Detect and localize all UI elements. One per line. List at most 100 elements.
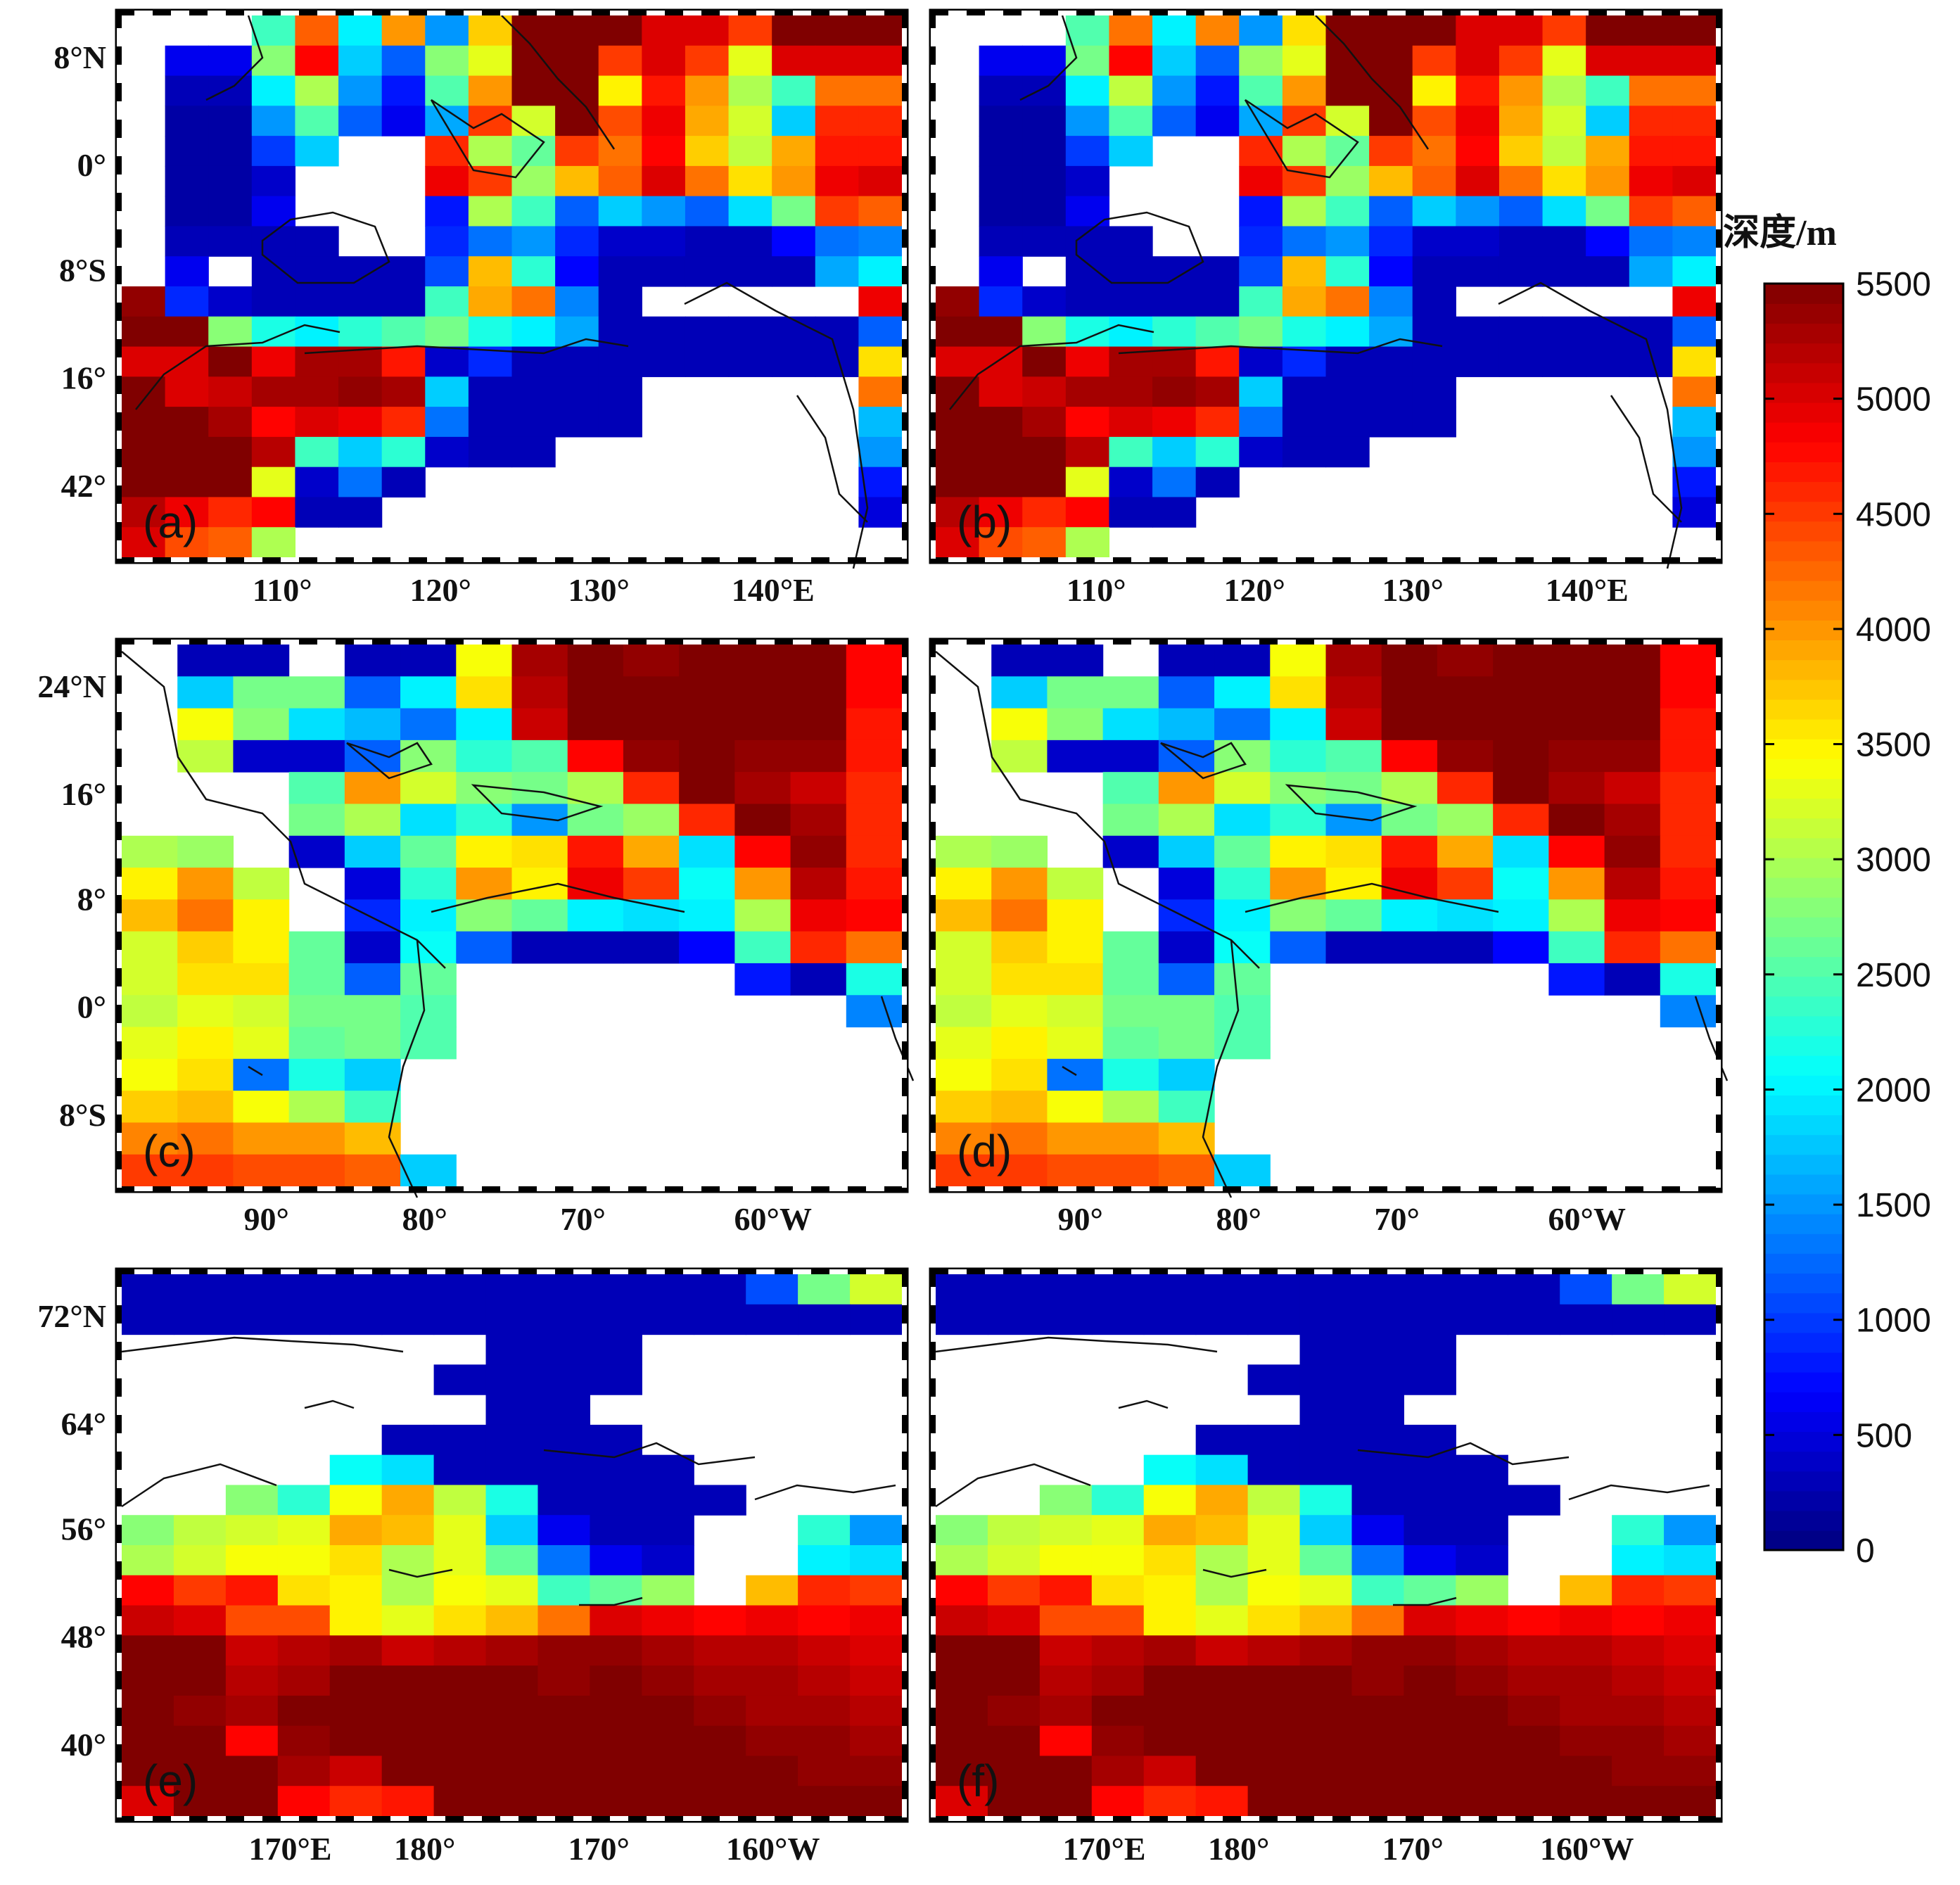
coastline-path — [1245, 882, 1499, 913]
heatmap-cell — [277, 1515, 331, 1546]
frame-segment — [1716, 28, 1722, 46]
heatmap-cell — [746, 1575, 798, 1606]
frame-segment — [930, 1726, 936, 1744]
coastline-path — [471, 784, 604, 822]
frame-segment — [1150, 1816, 1168, 1822]
colorbar-step — [1764, 1490, 1843, 1511]
heatmap-cell — [1351, 1274, 1404, 1305]
panel-c: 24°N16°8°0°8°S90° 80° 70° 60°W(c) — [37, 637, 915, 1237]
frame-segment — [1662, 10, 1680, 15]
colorbar-step — [1764, 1193, 1843, 1214]
frame-segment — [116, 559, 122, 563]
coastline-path — [431, 882, 685, 913]
heatmap-cell — [122, 467, 166, 498]
heatmap-cell — [381, 1786, 435, 1817]
heatmap-cell — [1247, 1515, 1301, 1546]
frame-segment — [1424, 1816, 1442, 1822]
frame-segment — [116, 1616, 122, 1635]
colorbar-step — [1764, 837, 1843, 858]
frame-segment — [1369, 10, 1387, 15]
heatmap-cell — [987, 1756, 1041, 1786]
heatmap-cell — [1456, 1454, 1508, 1486]
frame-segment — [1716, 65, 1722, 83]
frame-segment — [116, 1433, 122, 1452]
frame-segment — [1461, 557, 1479, 563]
frame-segment — [1369, 557, 1387, 563]
frame-segment — [336, 639, 354, 645]
frame-segment — [262, 1816, 281, 1822]
frame-segment — [1076, 1186, 1095, 1192]
heatmap-cell — [815, 346, 859, 377]
x-tick-label: 180° — [394, 1831, 455, 1867]
frame-segment — [500, 1816, 518, 1822]
frame-segment — [1351, 1816, 1369, 1822]
frame-segment — [1716, 412, 1722, 431]
heatmap-cell — [694, 1665, 746, 1696]
frame-segment — [902, 1580, 908, 1598]
heatmap-cell — [598, 75, 642, 106]
coastline-path — [1118, 338, 1443, 355]
heatmap-cell — [685, 136, 730, 167]
heatmap-cell — [694, 1485, 746, 1516]
frame-segment — [930, 1096, 936, 1115]
frame-segment — [1278, 1186, 1296, 1192]
frame-segment — [902, 1799, 908, 1817]
frame-segment — [1552, 1269, 1570, 1274]
frame-segment — [1131, 1816, 1150, 1822]
heatmap-cell — [1660, 963, 1717, 996]
heatmap-cell — [555, 376, 599, 407]
frame-segment — [930, 1269, 948, 1274]
heatmap-cell — [746, 1274, 798, 1305]
frame-segment — [1479, 639, 1497, 645]
heatmap-cell — [1247, 1545, 1301, 1576]
frame-segment — [116, 540, 122, 559]
heatmap-cell — [555, 286, 599, 317]
heatmap-cell — [485, 1725, 539, 1757]
heatmap-cell — [1325, 45, 1370, 77]
frame-segment — [1095, 557, 1113, 563]
heatmap-cell — [846, 708, 903, 741]
heatmap-cell — [642, 196, 686, 227]
heatmap-cell — [177, 1058, 234, 1091]
frame-segment — [1076, 10, 1095, 15]
frame-segment — [902, 1616, 908, 1635]
frame-segment — [1698, 10, 1717, 15]
heatmap-cell — [381, 1725, 435, 1757]
heatmap-cell — [1542, 45, 1586, 77]
heatmap-cell — [790, 645, 847, 677]
frame-segment — [1589, 10, 1607, 15]
heatmap-cell — [1065, 226, 1110, 257]
heatmap-cell — [1325, 75, 1370, 106]
frame-segment — [930, 675, 936, 694]
frame-segment — [902, 1115, 908, 1133]
heatmap-cell — [1195, 1575, 1249, 1606]
frame-segment — [902, 485, 908, 504]
heatmap-cell — [642, 1304, 694, 1335]
heatmap-cell — [400, 708, 457, 741]
map-frame — [929, 637, 1723, 1193]
frame-segment — [592, 1269, 610, 1274]
heatmap-cell — [1091, 1695, 1145, 1727]
heatmap-cell — [1039, 1575, 1093, 1606]
colorbar-tick-label: 3000 — [1856, 842, 1931, 879]
heatmap-cell — [1548, 899, 1605, 932]
frame-segment — [281, 557, 299, 563]
heatmap-cell — [400, 995, 457, 1028]
heatmap-cell — [1664, 1274, 1717, 1305]
heatmap-cell — [225, 1575, 279, 1606]
frame-segment — [500, 1269, 518, 1274]
heatmap-cell — [122, 346, 166, 377]
heatmap-cell — [694, 1725, 746, 1757]
frame-segment — [930, 639, 936, 657]
frame-segment — [930, 1287, 936, 1305]
heatmap-cell — [1498, 256, 1544, 287]
frame-segment — [930, 694, 936, 712]
heatmap-cell — [850, 1274, 903, 1305]
heatmap-cell — [734, 868, 791, 900]
heatmap-cell — [1586, 45, 1630, 77]
frame-segment — [1369, 639, 1387, 645]
heatmap-cell — [1548, 645, 1605, 677]
heatmap-cell — [936, 899, 992, 932]
heatmap-cell — [1456, 165, 1500, 197]
heatmap-cell — [251, 226, 296, 257]
